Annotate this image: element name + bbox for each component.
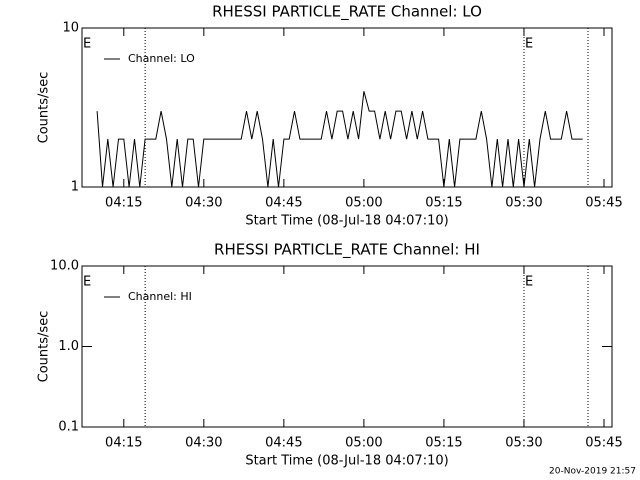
- plot-frame: [81, 27, 613, 188]
- x-tick-label: 04:45: [265, 196, 302, 211]
- x-axis-title: Start Time (08-Jul-18 04:07:10): [245, 214, 448, 229]
- x-tick-label: 04:15: [105, 196, 142, 211]
- x-tick-label: 05:00: [345, 196, 382, 211]
- x-tick-label: 04:30: [185, 436, 222, 451]
- legend-label: Channel: HI: [128, 290, 192, 303]
- x-tick-label: 05:45: [585, 436, 622, 451]
- x-tick-label: 04:30: [185, 196, 222, 211]
- annotation: E: [525, 37, 533, 52]
- x-tick-label: 05:00: [345, 436, 382, 451]
- chart-title: RHESSI PARTICLE_RATE Channel: HI: [214, 241, 480, 260]
- y-tick-label: 10.0: [50, 259, 79, 274]
- x-tick-label: 05:30: [505, 436, 542, 451]
- x-tick-label: 04:15: [105, 436, 142, 451]
- x-axis-title: Start Time (08-Jul-18 04:07:10): [245, 454, 448, 469]
- y-tick-label: 10: [62, 21, 79, 36]
- x-tick-label: 04:45: [265, 436, 302, 451]
- data-line: [96, 91, 583, 188]
- annotation: E: [83, 275, 91, 290]
- y-axis-title: Counts/sec: [37, 311, 52, 383]
- legend-label: Channel: LO: [128, 52, 195, 65]
- x-tick-label: 05:15: [425, 196, 462, 211]
- footer: 20-Nov-2019 21:57: [549, 467, 636, 477]
- annotation: E: [83, 37, 91, 52]
- chart-title: RHESSI PARTICLE_RATE Channel: LO: [212, 3, 482, 22]
- y-tick-label: 1.0: [58, 339, 79, 354]
- x-tick-label: 05:30: [505, 196, 542, 211]
- annotation: E: [525, 275, 533, 290]
- y-axis-title: Counts/sec: [37, 72, 52, 144]
- y-tick-label: 0.1: [58, 420, 79, 435]
- x-tick-label: 05:15: [425, 436, 462, 451]
- x-tick-label: 05:45: [585, 196, 622, 211]
- y-tick-label: 1: [71, 180, 79, 195]
